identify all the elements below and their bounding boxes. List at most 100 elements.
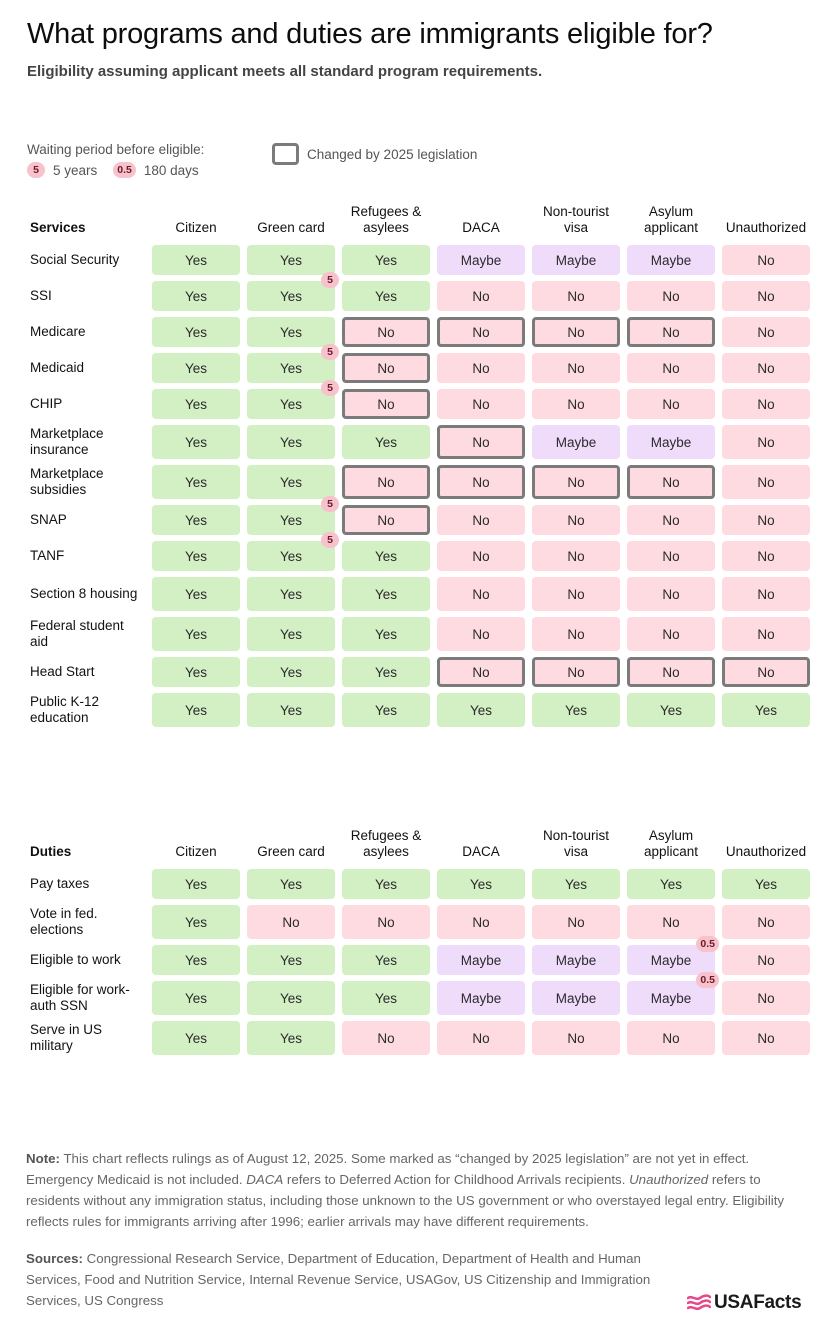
cell: No [532,505,620,535]
eligibility-value: No [662,914,680,930]
cell: Maybe [627,425,715,459]
eligibility-pill: Yes [247,425,335,459]
eligibility-pill: No [532,465,620,499]
table-row: Medicaid Yes Yes 5 No No No No No [30,344,810,383]
cell: Yes [152,869,240,899]
eligibility-value: Yes [184,548,208,564]
cell: No [627,353,715,383]
cell: No [342,353,430,383]
eligibility-pill: No [627,617,715,651]
legend-waiting-label: Waiting period before eligible: [27,142,205,157]
cell: Yes [152,425,240,459]
eligibility-pill: Yes [247,981,335,1015]
eligibility-pill: Yes [342,981,430,1015]
eligibility-pill: Yes [342,693,430,727]
cell: No [532,905,620,939]
row-label-eligible-to-work: Eligible to work [30,952,121,967]
eligibility-value: Yes [279,952,303,968]
eligibility-value: No [757,360,775,376]
eligibility-value: Maybe [460,952,502,968]
column-header-citizen: Citizen [175,844,217,859]
row-label-section-8-housing: Section 8 housing [30,586,138,601]
table-row: Marketplace subsidies Yes Yes No No No No No [30,465,810,499]
cell: No [342,317,430,347]
eligibility-value: Yes [279,626,303,642]
eligibility-pill: Yes [247,465,335,499]
eligibility-pill: No [437,657,525,687]
eligibility-value: No [567,586,585,602]
eligibility-pill: No [722,425,810,459]
eligibility-pill: Yes [342,657,430,687]
note-text-3: refers to residents without any immigrat… [26,1172,785,1229]
eligibility-pill: Yes [532,869,620,899]
eligibility-value: Yes [469,876,493,892]
note-text-1: This chart reflects rulings as of August… [26,1151,750,1187]
row-label-medicaid: Medicaid [30,360,85,375]
cell: No [437,389,525,419]
eligibility-value: Yes [184,474,208,490]
eligibility-value: No [567,664,585,680]
cell: Maybe [532,945,620,975]
eligibility-pill: No [722,945,810,975]
eligibility-value: No [472,474,490,490]
row-label-medicare: Medicare [30,324,86,339]
eligibility-pill: Maybe [532,981,620,1015]
services-table: Services Citizen Green card Refugees & asyl… [23,198,817,733]
eligibility-value: Maybe [650,990,692,1006]
cell: No [342,1021,430,1055]
cell: Yes [152,505,240,535]
column-header-non-tourist-visa: Non-tourist visa [542,204,610,235]
eligibility-pill: Yes [247,657,335,687]
eligibility-pill: No [247,905,335,939]
eligibility-pill: Yes 5 [247,496,339,535]
eligibility-value: Maybe [555,434,597,450]
eligibility-value: No [472,914,490,930]
eligibility-pill: Yes [152,905,240,939]
cell: No [532,353,620,383]
eligibility-pill: Yes [152,465,240,499]
cell: No [722,905,810,939]
cell: Maybe [532,425,620,459]
eligibility-pill: Yes [342,245,430,275]
eligibility-value: No [662,396,680,412]
eligibility-value: Maybe [460,990,502,1006]
cell: Yes [152,541,240,571]
cell: Maybe [437,945,525,975]
cell: No [532,541,620,571]
eligibility-value: Maybe [555,252,597,268]
eligibility-pill: Yes [152,389,240,419]
eligibility-value: Yes [184,434,208,450]
eligibility-value: No [472,586,490,602]
eligibility-pill: No [437,317,525,347]
eligibility-value: Yes [279,512,303,528]
eligibility-value: No [567,626,585,642]
column-header-asylum-applicant: Asylum applicant [643,828,699,859]
eligibility-value: Yes [374,434,398,450]
eligibility-value: No [662,664,680,680]
eligibility-value: Yes [184,288,208,304]
eligibility-pill: Yes [342,945,430,975]
row-label-snap: SNAP [30,512,67,527]
eligibility-pill: Yes [152,281,240,311]
eligibility-pill: Yes [152,505,240,535]
row-label-federal-student-aid: Federal student aid [30,618,124,649]
eligibility-pill: Maybe [532,945,620,975]
column-header-unauthorized: Unauthorized [725,220,807,235]
eligibility-value: No [282,914,300,930]
eligibility-value: Yes [754,876,778,892]
eligibility-value: Yes [374,990,398,1006]
cell: Yes [627,869,715,899]
cell: No [722,425,810,459]
cell: No [627,505,715,535]
cell: Yes [247,693,335,727]
cell: Maybe [532,245,620,275]
cell: No [437,353,525,383]
eligibility-value: Yes [279,396,303,412]
eligibility-pill: No [437,505,525,535]
eligibility-pill: Yes [627,869,715,899]
eligibility-value: Yes [374,626,398,642]
cell: Yes [342,617,430,651]
cell: Maybe [627,245,715,275]
eligibility-pill: Yes [342,617,430,651]
eligibility-pill: No [342,1021,430,1055]
